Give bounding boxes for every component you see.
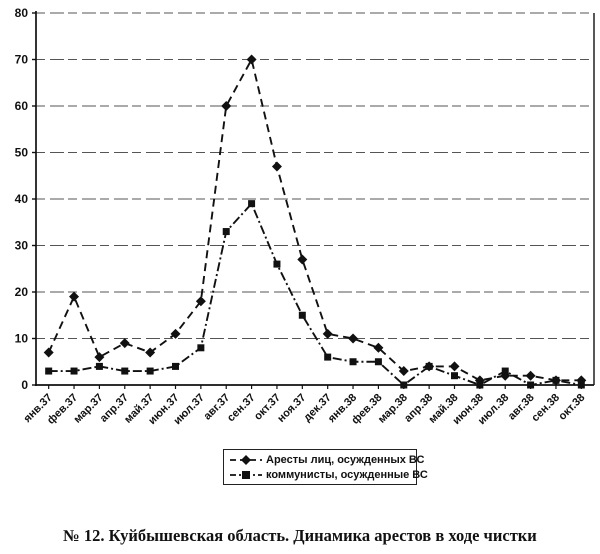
series-1-marker: [246, 54, 257, 65]
series-2-marker: [501, 367, 509, 375]
y-axis-label: 60: [15, 99, 29, 113]
series-2-marker: [374, 358, 382, 366]
series-2-marker: [400, 381, 408, 389]
series-1-marker: [170, 328, 181, 339]
series-1-marker: [221, 101, 232, 111]
series-1-marker: [271, 161, 282, 172]
series-2-marker: [273, 260, 281, 268]
series-1-marker: [398, 366, 409, 377]
legend-label-communists: коммунисты, осужденные ВС: [266, 468, 428, 481]
series-1-marker: [69, 291, 80, 302]
series-1-marker: [119, 338, 130, 349]
series-2-marker: [451, 372, 458, 380]
y-axis-label: 80: [15, 6, 29, 20]
series-2-marker: [45, 367, 53, 375]
series-2-marker: [476, 381, 484, 389]
y-axis-label: 10: [15, 332, 29, 346]
series-1-marker: [94, 352, 105, 363]
diamond-marker-icon: [230, 454, 262, 465]
series-1-marker: [145, 347, 156, 358]
legend-item-arrests: Аресты лиц, осужденных ВС: [230, 452, 424, 467]
series-2-marker: [324, 353, 332, 361]
legend-item-communists: коммунисты, осужденные ВС: [230, 467, 428, 482]
y-axis-label: 0: [21, 378, 28, 392]
chart-legend: Аресты лиц, осужденных ВС коммунисты, ос…: [223, 449, 428, 485]
series-2-marker: [172, 362, 179, 370]
series-2-marker: [349, 358, 357, 366]
series-2-marker: [70, 367, 78, 375]
series-2-marker: [248, 200, 256, 208]
y-axis-label: 30: [15, 239, 29, 253]
legend-label-arrests: Аресты лиц, осужденных ВС: [266, 453, 425, 466]
x-axis-label: сен.38: [529, 392, 562, 425]
series-2-marker: [121, 367, 129, 375]
x-axis-label: ноя.37: [275, 392, 308, 425]
series-2-marker: [95, 362, 103, 370]
series-2-marker: [197, 344, 205, 352]
series-1-marker: [449, 361, 460, 372]
series-1-marker: [297, 254, 308, 265]
series-1-line: [47, 56, 582, 382]
y-axis-label: 20: [15, 285, 29, 299]
series-1-marker: [373, 342, 384, 353]
series-2-line: [48, 201, 582, 387]
x-axis-label: сен.37: [225, 392, 258, 425]
chart-canvas: 01020304050607080янв.37фев.37мар.37апр.3…: [15, 6, 595, 427]
series-1-marker: [525, 370, 536, 381]
series-1-marker: [322, 328, 333, 339]
series-2-marker: [298, 311, 306, 319]
series-2-marker: [527, 381, 535, 389]
series-2-marker: [425, 362, 433, 370]
series-1-marker: [195, 296, 206, 307]
series-1-marker: [348, 333, 359, 344]
series-2-marker: [577, 381, 585, 389]
y-axis-label: 70: [15, 53, 29, 67]
y-axis-label: 50: [15, 146, 29, 160]
figure-caption: № 12. Куйбышевская область. Динамика аре…: [63, 526, 537, 545]
x-axis-label: окт.38: [556, 392, 587, 423]
series-2-marker: [146, 367, 154, 375]
series-2-marker: [222, 228, 230, 236]
y-axis-label: 40: [15, 192, 29, 206]
series-1-marker: [43, 347, 54, 358]
square-marker-icon: [230, 470, 262, 479]
series-2-marker: [552, 376, 560, 384]
